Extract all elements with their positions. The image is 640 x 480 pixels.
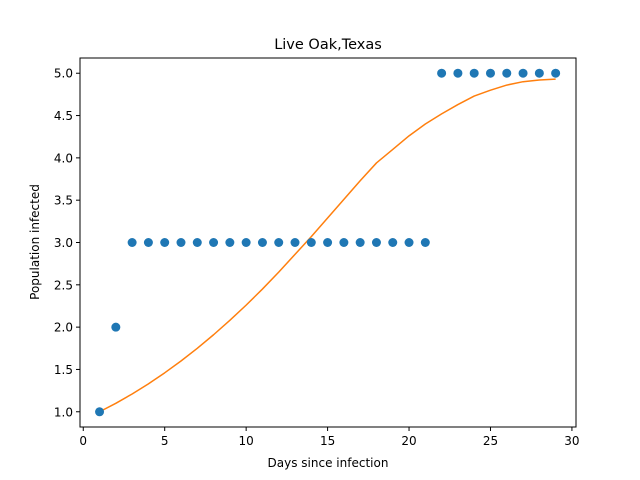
scatter-point <box>290 238 300 247</box>
scatter-point <box>160 238 170 247</box>
scatter-point <box>355 238 365 247</box>
y-tick-label: 3.5 <box>54 194 73 208</box>
x-tick-label: 0 <box>79 434 87 448</box>
scatter-point <box>469 68 479 78</box>
scatter-point <box>143 238 153 247</box>
scatter-point <box>485 68 495 78</box>
y-tick-label: 5.0 <box>54 67 73 81</box>
y-tick-label: 2.0 <box>54 321 73 335</box>
scatter-point <box>339 238 349 247</box>
scatter-point <box>534 68 544 78</box>
x-tick-label: 25 <box>483 434 498 448</box>
scatter-point <box>209 238 219 247</box>
x-tick-label: 10 <box>239 434 254 448</box>
y-tick-label: 4.0 <box>54 151 73 165</box>
scatter-point <box>404 238 414 247</box>
x-tick-label: 15 <box>320 434 335 448</box>
chart-title: Live Oak,Texas <box>274 37 382 53</box>
x-axis-title: Days since infection <box>268 456 389 470</box>
scatter-point <box>518 68 528 78</box>
scatter-point <box>111 322 121 332</box>
x-tick-label: 20 <box>401 434 416 448</box>
y-axis-title: Population infected <box>28 184 42 300</box>
scatter-point <box>502 68 512 78</box>
scatter-point <box>192 238 202 247</box>
scatter-point <box>225 238 235 247</box>
scatter-point <box>95 407 105 417</box>
x-tick-label: 5 <box>161 434 169 448</box>
scatter-point <box>453 68 463 78</box>
y-tick-label: 1.5 <box>54 363 73 377</box>
scatter-point <box>127 238 137 247</box>
y-tick-label: 2.5 <box>54 278 73 292</box>
axes-frame <box>79 57 577 428</box>
fit-curve-line <box>99 78 556 413</box>
scatter-point <box>551 68 561 78</box>
scatter-point <box>323 238 333 247</box>
scatter-point <box>274 238 284 247</box>
plot-area <box>95 68 561 417</box>
scatter-point <box>257 238 267 247</box>
scatter-point <box>437 68 447 78</box>
y-tick-label: 4.5 <box>54 109 73 123</box>
scatter-point <box>176 238 186 247</box>
scatter-point <box>241 238 251 247</box>
scatter-point <box>306 238 316 247</box>
scatter-point <box>420 238 430 247</box>
scatter-point <box>388 238 398 247</box>
x-tick-label: 30 <box>564 434 579 448</box>
axis-ticks: 0 5 10 15 20 25 30 1.0 1.5 2.0 2.5 3.0 3.5 4.0 4.5 5.0 <box>54 67 580 448</box>
y-tick-label: 3.0 <box>54 236 73 250</box>
scatter-point <box>371 238 381 247</box>
y-tick-label: 1.0 <box>54 405 73 419</box>
